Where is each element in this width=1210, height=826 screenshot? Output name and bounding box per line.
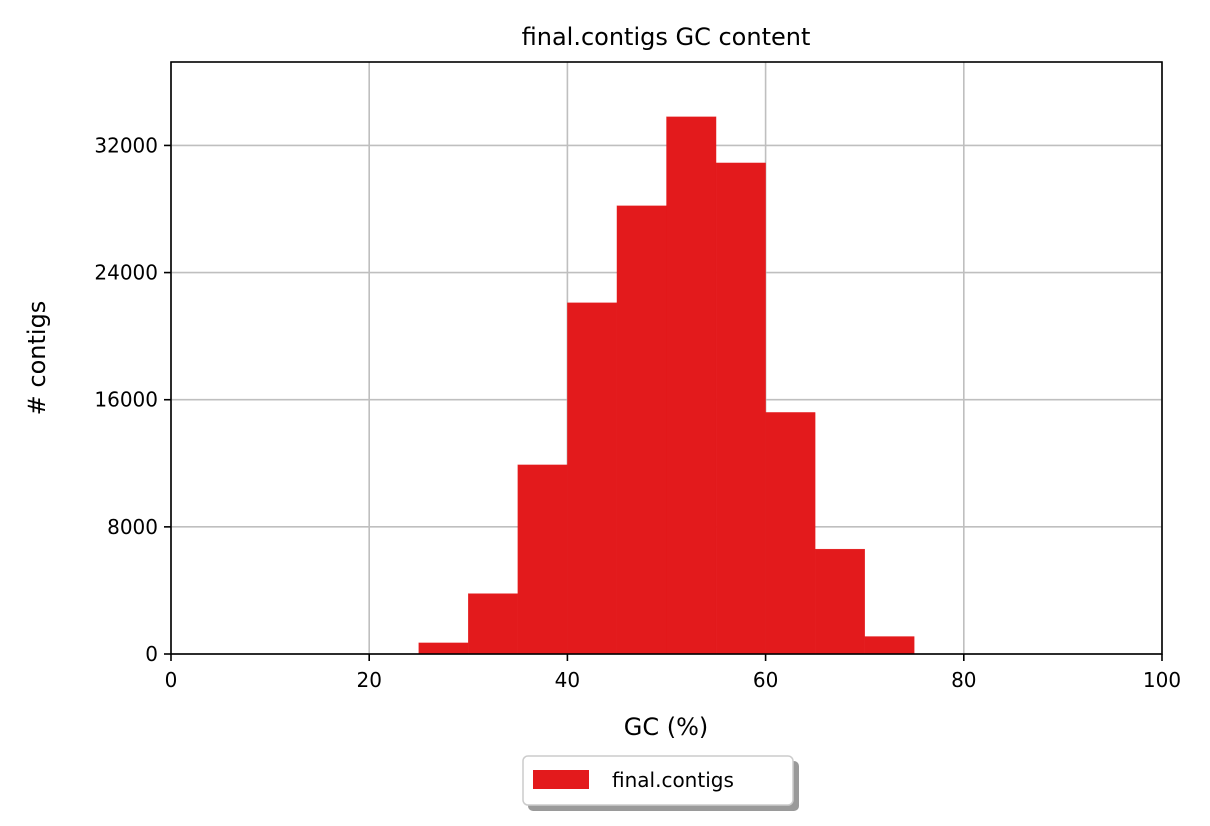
histogram-bar (517, 464, 568, 655)
plot-frame (170, 61, 1163, 655)
histogram-bar (567, 302, 618, 655)
legend-swatch (533, 770, 589, 789)
y-tick-label: 16000 (94, 388, 158, 412)
histogram-bar (815, 548, 865, 655)
y-tick-label: 32000 (94, 133, 158, 157)
y-tick-label: 24000 (94, 261, 158, 285)
legend-box (522, 755, 794, 806)
histogram-bars (418, 116, 915, 655)
x-tick-label: 20 (356, 668, 381, 692)
histogram-bar (864, 636, 915, 655)
histogram-bar (666, 116, 717, 655)
histogram-bar (765, 412, 816, 655)
x-tick-label: 100 (1143, 668, 1181, 692)
x-axis-title: GC (%) (624, 713, 709, 741)
histogram-bar (468, 593, 518, 655)
legend: final.contigs (522, 755, 799, 811)
x-tick-label: 80 (951, 668, 976, 692)
y-tick-label: 8000 (107, 515, 158, 539)
y-tick-label: 0 (145, 642, 158, 666)
x-axis-ticks: 0 20 40 60 80 100 (165, 654, 1181, 692)
chart-title: final.contigs GC content (522, 23, 811, 51)
legend-label: final.contigs (612, 768, 734, 792)
x-tick-label: 60 (753, 668, 778, 692)
y-axis-title: # contigs (23, 301, 51, 416)
histogram-bar (715, 162, 766, 655)
x-tick-label: 40 (555, 668, 580, 692)
histogram-bar (616, 205, 667, 655)
x-tick-label: 0 (165, 668, 178, 692)
histogram-bar (418, 642, 469, 655)
y-axis-ticks: 0 8000 16000 24000 32000 (94, 133, 171, 666)
